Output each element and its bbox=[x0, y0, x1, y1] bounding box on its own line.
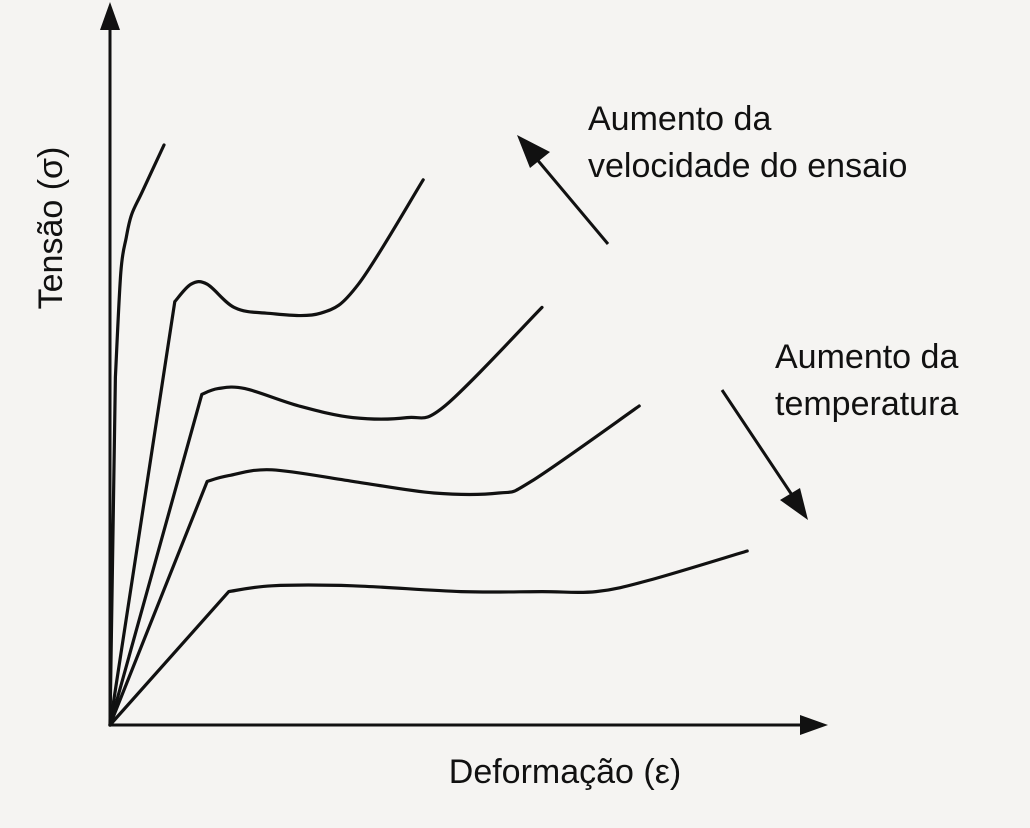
arrow-temperature-head bbox=[780, 488, 808, 520]
stress-strain-curve-4 bbox=[108, 404, 641, 727]
annotation-strain-rate: Aumento da velocidade do ensaio bbox=[517, 100, 907, 245]
stress-strain-curve-3 bbox=[108, 305, 544, 727]
annotation-strain-rate-line-1: Aumento da bbox=[588, 100, 771, 138]
annotation-temperature-line-1: Aumento da bbox=[775, 338, 958, 376]
arrow-strain-rate-head bbox=[517, 135, 550, 168]
annotation-strain-rate-line-2: velocidade do ensaio bbox=[588, 147, 907, 185]
x-axis-label: Deformação (ε) bbox=[449, 753, 681, 791]
arrow-temperature-shaft bbox=[720, 389, 794, 496]
axes bbox=[100, 2, 828, 735]
stress-strain-curve-1 bbox=[108, 143, 166, 727]
y-axis-label: Tensão (σ) bbox=[32, 147, 70, 310]
curves bbox=[108, 143, 749, 727]
x-axis-arrowhead bbox=[800, 715, 828, 735]
annotation-temperature-line-2: temperatura bbox=[775, 385, 958, 423]
arrow-strain-rate-shaft bbox=[533, 156, 610, 245]
stress-strain-curve-5 bbox=[108, 549, 749, 727]
y-axis-arrowhead bbox=[100, 2, 120, 30]
stress-strain-curve-2 bbox=[108, 178, 425, 727]
annotation-temperature: Aumento da temperatura bbox=[720, 338, 958, 520]
